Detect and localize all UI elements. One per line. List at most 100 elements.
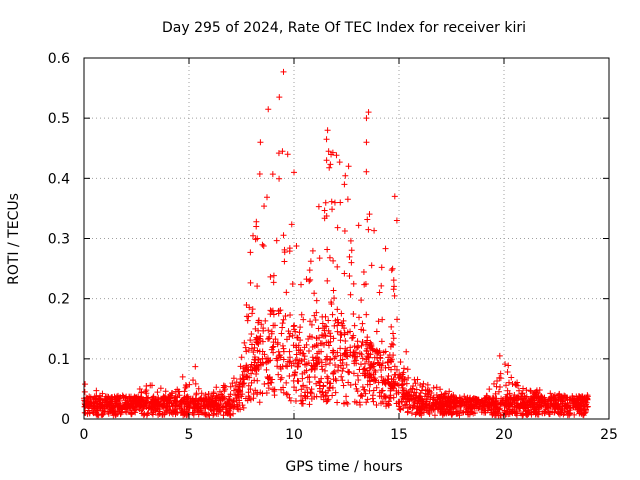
data-point [269, 171, 276, 178]
data-point [323, 157, 330, 164]
data-point [157, 410, 164, 417]
data-point [339, 377, 346, 384]
data-point [259, 241, 266, 248]
data-point [259, 360, 266, 367]
data-point [261, 380, 268, 387]
data-point [351, 398, 358, 405]
data-point [418, 406, 425, 413]
data-point [190, 377, 197, 384]
data-point [382, 245, 389, 252]
data-point [294, 361, 301, 368]
data-point [155, 394, 162, 401]
data-point [331, 199, 338, 206]
data-point [313, 309, 320, 316]
data-point [252, 336, 259, 343]
data-point [131, 396, 138, 403]
data-point [298, 311, 305, 318]
data-point [320, 332, 327, 339]
x-tick-label: 20 [495, 427, 513, 443]
data-point [314, 342, 321, 349]
data-point [284, 391, 291, 398]
data-point [403, 348, 410, 355]
data-point [243, 348, 250, 355]
data-point [117, 411, 124, 418]
data-point [376, 289, 383, 296]
data-point [315, 348, 322, 355]
data-point [346, 273, 353, 280]
data-point [552, 396, 559, 403]
data-point [335, 319, 342, 326]
data-point [243, 302, 250, 309]
data-point [253, 371, 260, 378]
data-point [354, 338, 361, 345]
data-point [229, 380, 236, 387]
data-point [275, 371, 282, 378]
data-point [521, 393, 528, 400]
data-point [538, 395, 545, 402]
data-point [129, 403, 136, 410]
data-point [334, 306, 341, 313]
data-point [387, 392, 394, 399]
data-point [392, 371, 399, 378]
data-point [466, 398, 473, 405]
data-point [277, 365, 284, 372]
data-point [327, 338, 334, 345]
data-point [346, 253, 353, 260]
data-point [385, 402, 392, 409]
data-point [431, 412, 438, 419]
data-point [575, 399, 582, 406]
data-point [103, 403, 110, 410]
data-point [413, 386, 420, 393]
data-point [494, 377, 501, 384]
data-point [254, 235, 261, 242]
data-point [534, 393, 541, 400]
data-point [452, 403, 459, 410]
data-point [408, 410, 415, 417]
data-point [370, 360, 377, 367]
data-point [323, 136, 330, 143]
data-point [307, 258, 314, 265]
data-point [443, 403, 450, 410]
data-point [122, 397, 129, 404]
data-point [174, 402, 181, 409]
data-point [279, 148, 286, 155]
data-point [359, 355, 366, 362]
data-point [184, 393, 191, 400]
data-point [390, 335, 397, 342]
data-point [388, 383, 395, 390]
data-point [267, 307, 274, 314]
data-point [305, 336, 312, 343]
data-point [176, 388, 183, 395]
data-point [505, 379, 512, 386]
data-point [400, 392, 407, 399]
data-point [490, 380, 497, 387]
x-axis-label: GPS time / hours [285, 459, 402, 475]
data-point [388, 366, 395, 373]
data-point [378, 282, 385, 289]
data-point [489, 406, 496, 413]
data-point [303, 384, 310, 391]
data-point [317, 379, 324, 386]
data-point [308, 395, 315, 402]
data-point [255, 327, 262, 334]
data-point [536, 386, 543, 393]
data-point [308, 362, 315, 369]
data-point [248, 370, 255, 377]
data-point [339, 368, 346, 375]
data-point [271, 392, 278, 399]
data-point [368, 371, 375, 378]
data-point [220, 412, 227, 419]
data-point [343, 353, 350, 360]
data-point [107, 395, 114, 402]
data-point [332, 353, 339, 360]
data-point [239, 371, 246, 378]
data-point [365, 109, 372, 116]
data-point [171, 395, 178, 402]
data-point [354, 388, 361, 395]
data-point [347, 349, 354, 356]
data-point [293, 242, 300, 249]
data-point [143, 382, 150, 389]
data-point [338, 320, 345, 327]
data-point [337, 199, 344, 206]
data-point [316, 388, 323, 395]
